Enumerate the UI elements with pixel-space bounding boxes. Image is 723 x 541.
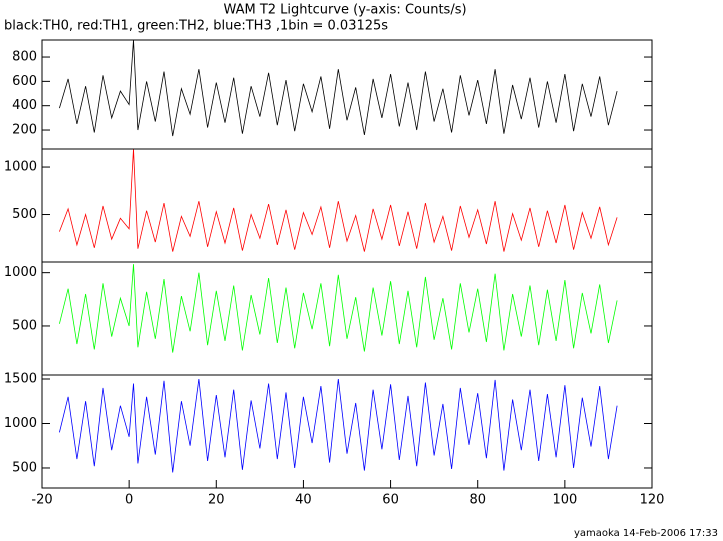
y-tick-label: 1000 bbox=[4, 416, 37, 431]
x-tick-label: 40 bbox=[295, 493, 312, 508]
x-tick-label: 100 bbox=[552, 493, 577, 508]
data-line bbox=[59, 264, 618, 353]
y-tick-label: 800 bbox=[12, 50, 37, 65]
chart-subtitle: black:TH0, red:TH1, green:TH2, blue:TH3 … bbox=[4, 19, 388, 34]
panel-frame bbox=[41, 148, 653, 263]
x-tick-label: 20 bbox=[208, 493, 225, 508]
y-tick-label: 200 bbox=[12, 123, 37, 138]
x-tick-label: 120 bbox=[640, 493, 665, 508]
y-tick-label: 400 bbox=[12, 98, 37, 113]
y-tick-label: 1500 bbox=[4, 372, 37, 387]
data-line bbox=[59, 40, 618, 137]
y-tick-label: 1000 bbox=[4, 160, 37, 175]
x-tick-label: 80 bbox=[469, 493, 486, 508]
data-line bbox=[59, 149, 618, 252]
y-tick-label: 1000 bbox=[4, 265, 37, 280]
y-tick-label: 500 bbox=[12, 207, 37, 222]
x-tick-label: 0 bbox=[125, 493, 133, 508]
footer: yamaoka 14-Feb-2006 17:33 bbox=[574, 528, 718, 539]
y-tick-label: 500 bbox=[12, 460, 37, 475]
y-tick-label: 600 bbox=[12, 74, 37, 89]
x-tick-label: 60 bbox=[382, 493, 399, 508]
y-tick-label: 500 bbox=[12, 318, 37, 333]
chart-title: WAM T2 Lightcurve (y-axis: Counts/s) bbox=[223, 3, 466, 18]
panel-frame bbox=[41, 261, 653, 376]
x-tick-label: -20 bbox=[31, 493, 52, 508]
panel-frame bbox=[41, 39, 653, 150]
data-line bbox=[59, 378, 618, 473]
panel-frame bbox=[41, 374, 653, 489]
